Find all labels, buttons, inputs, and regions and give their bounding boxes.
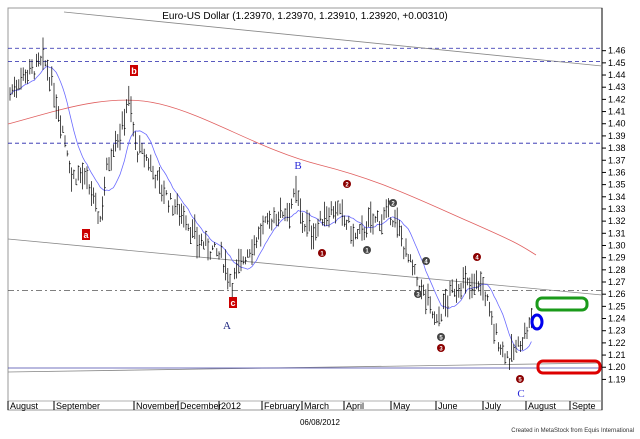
y-tick-label: 1.25	[608, 301, 626, 311]
wave-label: 1	[365, 249, 369, 255]
wave-labels: b a c A B C 1 2 3 4 5 1 2 3 4 5	[82, 65, 525, 400]
y-tick-label: 1.23	[608, 326, 626, 336]
x-tick-label: Septe	[572, 401, 596, 411]
y-tick-label: 1.26	[608, 289, 626, 299]
wave-label-box	[130, 65, 138, 76]
wave-label: C	[517, 388, 524, 400]
wave-label-circle	[437, 333, 445, 341]
trendlines	[7, 11, 603, 373]
y-tick-label: 1.19	[608, 374, 626, 384]
x-tick-label: May	[393, 401, 411, 411]
wave-label: c	[230, 298, 235, 308]
wave-label: 2	[345, 183, 349, 189]
wave-label-circle	[343, 180, 351, 188]
y-tick-label: 1.33	[608, 204, 626, 214]
plot-frame	[7, 7, 603, 411]
x-tick-label: July	[485, 401, 502, 411]
price-bars	[9, 37, 533, 371]
wave-label-circle	[516, 375, 524, 383]
y-tick-label: 1.32	[608, 216, 626, 226]
y-tick-label: 1.24	[608, 314, 626, 324]
x-tick-label: February	[264, 401, 301, 411]
wave-label: b	[131, 66, 137, 76]
wave-label: 4	[424, 260, 428, 266]
wave-label: 3	[416, 293, 420, 299]
moving-average-fast	[9, 65, 532, 352]
y-tick-label: 1.29	[608, 253, 626, 263]
wave-label: 5	[518, 378, 522, 384]
y-tick-label: 1.41	[608, 107, 626, 117]
x-tick-label: August	[528, 401, 557, 411]
footer-date: 06/08/2012	[299, 418, 341, 427]
y-tick-label: 1.36	[608, 167, 626, 177]
x-tick-label: August	[10, 401, 39, 411]
x-tick-label: March	[304, 401, 329, 411]
y-tick-label: 1.42	[608, 94, 626, 104]
y-tick-label: 1.46	[608, 46, 626, 56]
wave-label-circle	[437, 344, 445, 352]
horizontal-levels	[8, 47, 602, 291]
y-tick-label: 1.27	[608, 277, 626, 287]
y-tick-label: 1.40	[608, 119, 626, 129]
wave-label: 3	[439, 347, 443, 353]
x-tick-label: November	[136, 401, 178, 411]
wave-label-circle	[414, 290, 422, 298]
wave-label: A	[223, 320, 231, 332]
wave-label-box	[82, 229, 90, 240]
wave-label: 1	[320, 252, 324, 258]
x-tick-label: 2012	[221, 401, 241, 411]
y-tick-label: 1.20	[608, 362, 626, 372]
y-tick-label: 1.35	[608, 180, 626, 190]
wave-label-circle	[389, 199, 397, 207]
wave-label-circle	[473, 253, 481, 261]
green-target-box	[535, 296, 589, 312]
y-tick-label: 1.43	[608, 82, 626, 92]
red-target-box	[536, 359, 602, 375]
wave-label-circle	[422, 257, 430, 265]
y-tick-label: 1.37	[608, 155, 626, 165]
wave-label-box	[229, 297, 237, 308]
wave-label-circle	[363, 246, 371, 254]
moving-average-slow	[7, 99, 537, 256]
x-tick-label: September	[56, 401, 100, 411]
trendline-upper	[63, 11, 603, 67]
y-tick-label: 1.45	[608, 58, 626, 68]
y-tick-label: 1.39	[608, 131, 626, 141]
annotation-shapes	[530, 296, 602, 375]
wave-label: 4	[475, 256, 479, 262]
y-tick-label: 1.28	[608, 265, 626, 275]
y-tick-label: 1.31	[608, 228, 626, 238]
y-tick-label: 1.22	[608, 338, 626, 348]
blue-ring	[530, 313, 544, 331]
y-tick-label: 1.21	[608, 350, 626, 360]
y-tick-label: 1.30	[608, 240, 626, 250]
y-tick-label: 1.44	[608, 70, 626, 80]
y-tick-label: 1.38	[608, 143, 626, 153]
x-tick-label: April	[346, 401, 364, 411]
y-tick-label: 1.34	[608, 192, 626, 202]
x-tick-label: June	[438, 401, 458, 411]
moving-averages	[7, 65, 537, 352]
trendline-middle	[7, 238, 603, 296]
wave-label: 5	[439, 336, 443, 342]
wave-label: B	[294, 160, 301, 172]
chart-title: Euro-US Dollar (1.23970, 1.23970, 1.2391…	[162, 11, 447, 22]
wave-label: 2	[391, 202, 395, 208]
wave-label: a	[83, 230, 89, 240]
trendline-lower	[7, 362, 603, 373]
wave-label-circle	[318, 249, 326, 257]
footer-credit: Created in MetaStock from Equis Internat…	[511, 428, 634, 434]
y-axis: 1.46 1.45 1.44 1.43 1.42 1.41 1.40 1.39 1.38 1.37…	[602, 46, 626, 384]
x-axis: August September November December 2012 Febru…	[7, 400, 602, 411]
x-tick-label: December	[180, 401, 222, 411]
